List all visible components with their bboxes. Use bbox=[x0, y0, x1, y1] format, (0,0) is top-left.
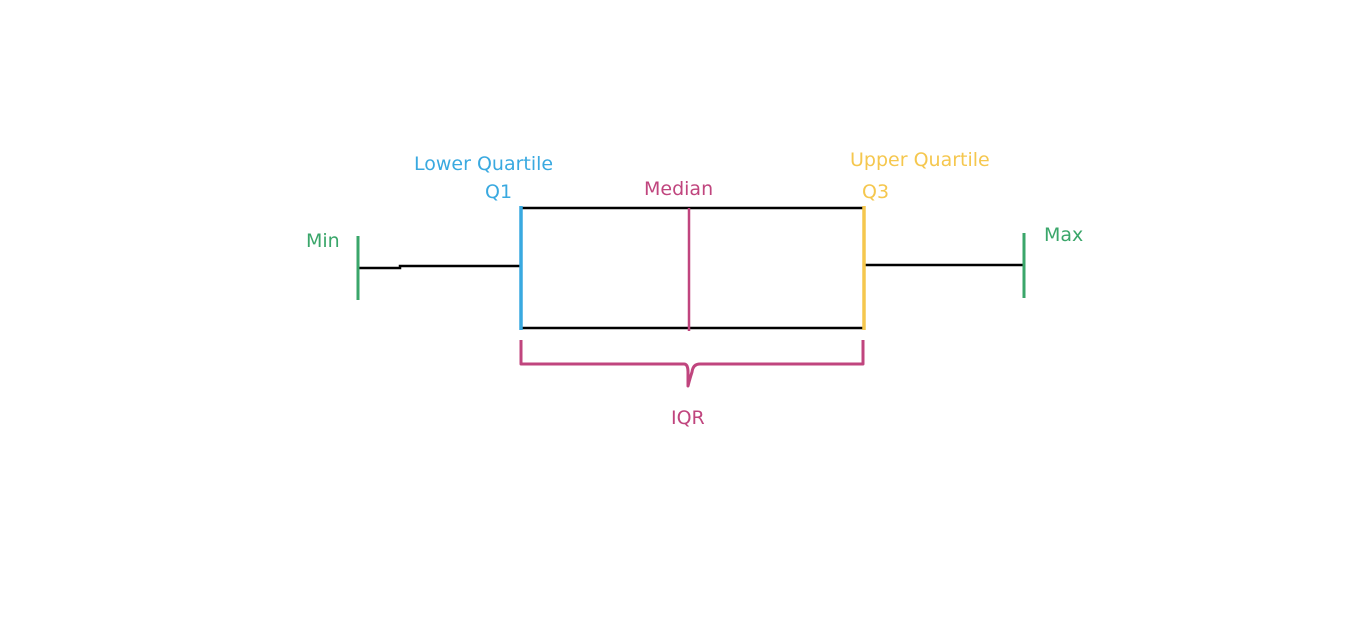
lower-quartile-label: Lower Quartile bbox=[414, 153, 553, 175]
median-label: Median bbox=[644, 178, 713, 200]
max-label: Max bbox=[1044, 224, 1083, 246]
left-whisker-line bbox=[359, 264, 520, 270]
iqr-brace bbox=[519, 340, 865, 388]
q1-label: Q1 bbox=[485, 181, 512, 203]
q3-label: Q3 bbox=[862, 181, 889, 203]
iqr-label: IQR bbox=[671, 407, 705, 429]
upper-quartile-label: Upper Quartile bbox=[850, 149, 990, 171]
min-label: Min bbox=[306, 230, 340, 252]
